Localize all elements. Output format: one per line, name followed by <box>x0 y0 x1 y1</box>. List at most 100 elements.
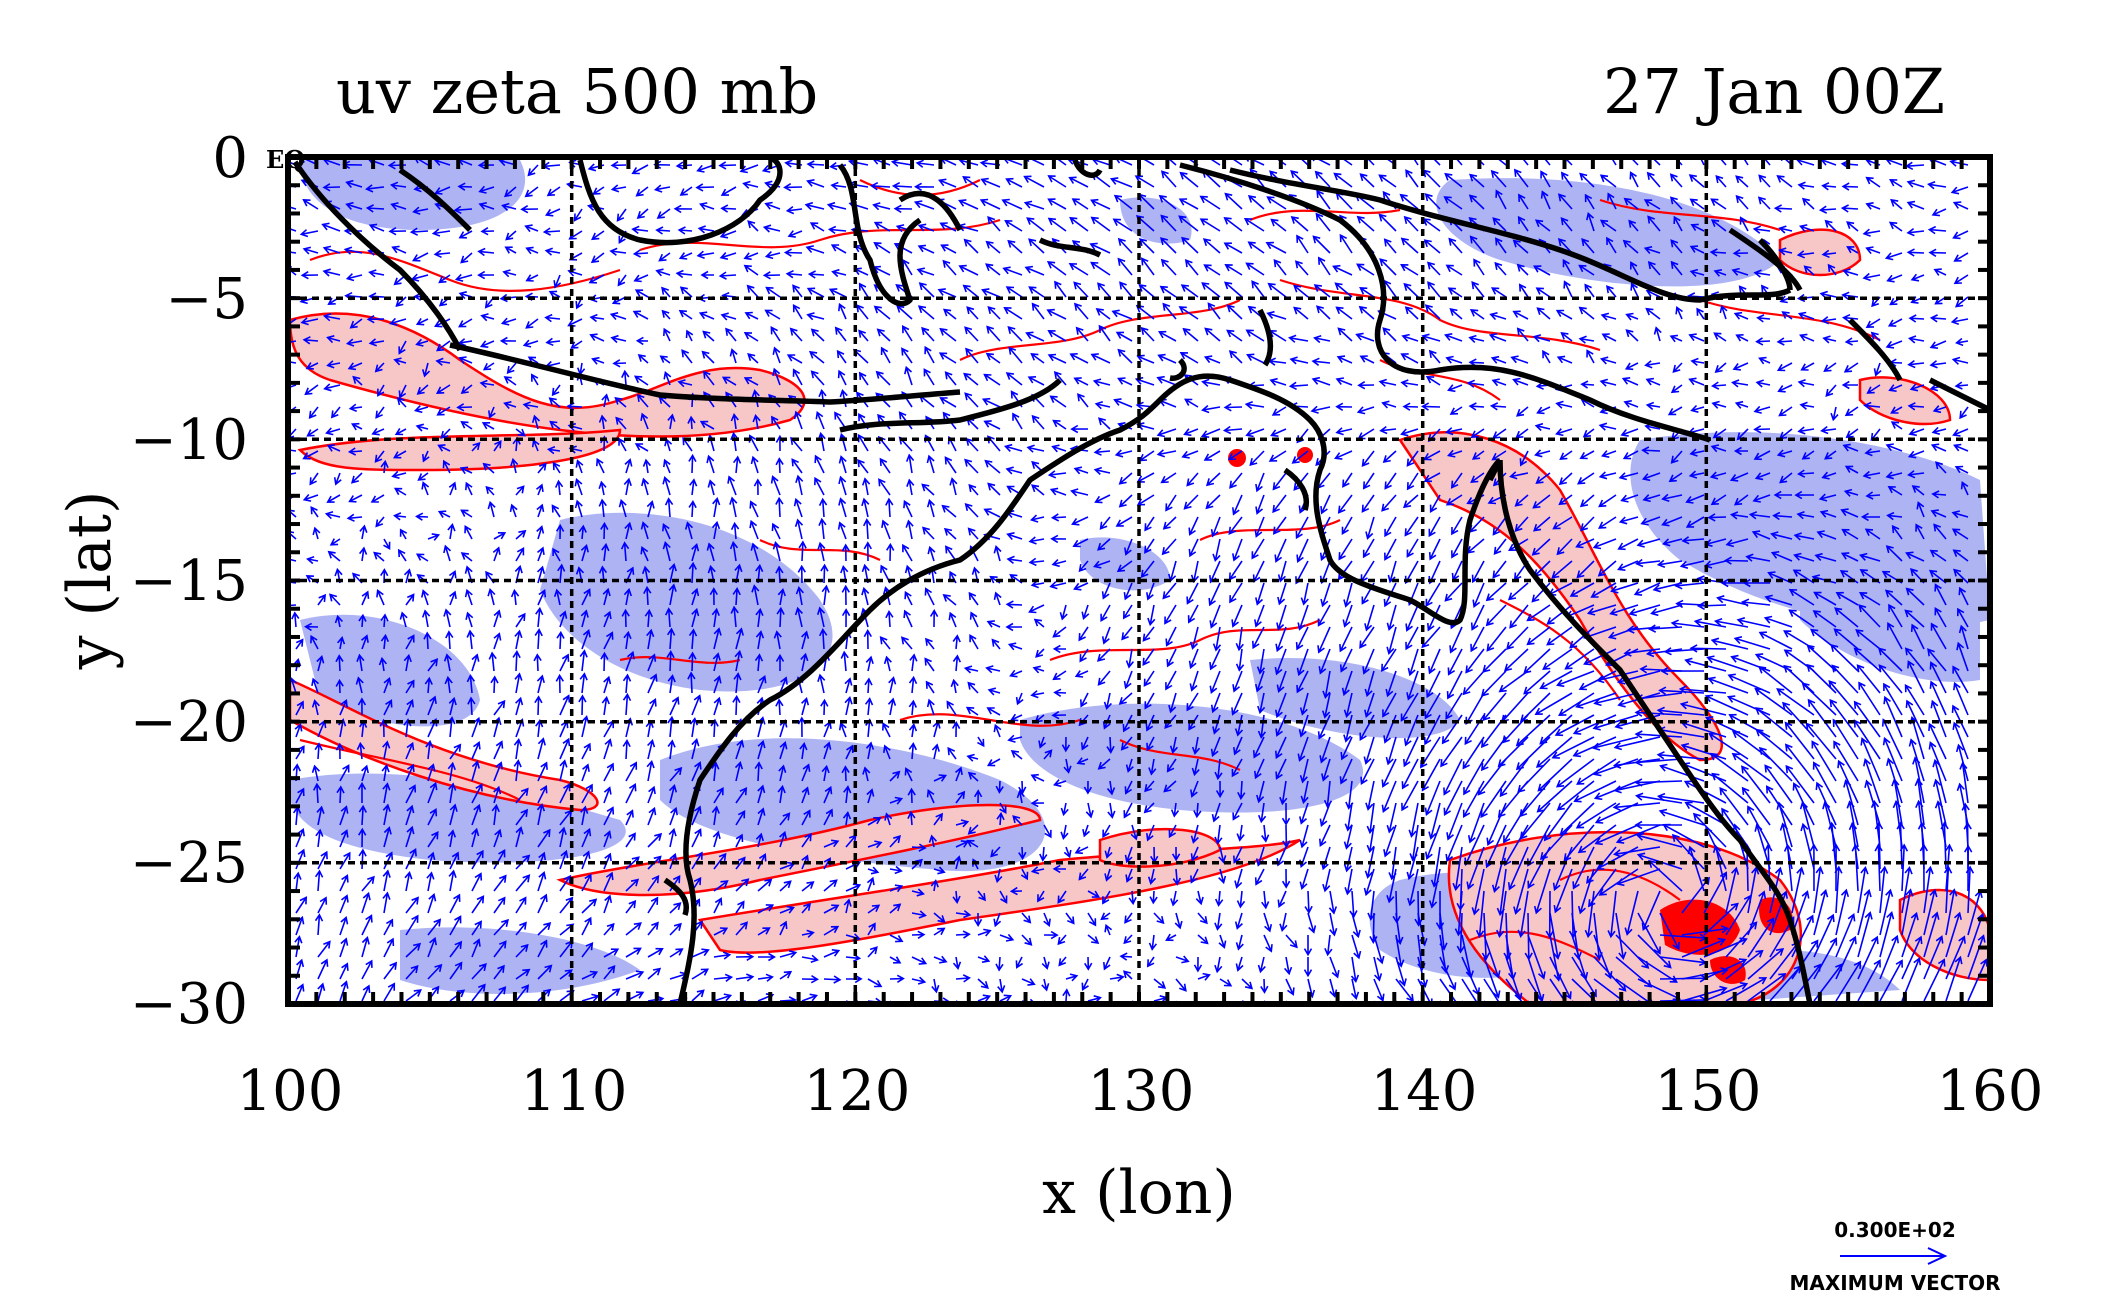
wind-vector <box>1065 973 1079 982</box>
wind-vector <box>1509 604 1529 629</box>
wind-vector <box>977 978 989 989</box>
wind-vector <box>821 764 830 782</box>
wind-vector <box>906 478 915 496</box>
wind-vector <box>1452 846 1463 892</box>
wind-vector <box>1592 538 1617 550</box>
wind-vector <box>1310 405 1331 414</box>
wind-vector <box>948 611 957 628</box>
wind-vector <box>405 965 419 980</box>
wind-vector <box>1162 582 1177 600</box>
wind-vector <box>1485 582 1507 602</box>
wind-vector <box>352 375 363 386</box>
wind-vector <box>422 450 430 463</box>
wind-vector <box>1335 306 1353 320</box>
wind-vector <box>770 475 781 496</box>
wind-vector <box>1853 700 1881 738</box>
wind-vector <box>581 629 591 650</box>
wind-vector <box>719 230 737 239</box>
wind-vector <box>1158 330 1177 342</box>
wind-vector <box>466 629 475 650</box>
wind-vector <box>964 458 979 474</box>
wind-vector <box>1183 494 1199 510</box>
wind-vector <box>1703 958 1748 980</box>
wind-vector <box>603 786 612 804</box>
wind-vector <box>777 587 786 606</box>
wind-vector <box>1201 282 1221 298</box>
wind-vector <box>1801 197 1815 210</box>
wind-vector <box>691 851 703 870</box>
wind-vector <box>928 834 937 848</box>
wind-vector <box>713 927 729 936</box>
wind-vector <box>1928 248 1947 257</box>
wind-vector <box>691 542 700 562</box>
wind-vector <box>515 874 531 892</box>
wind-vector <box>772 367 781 386</box>
wind-vector <box>1731 752 1771 782</box>
wind-vector <box>1656 706 1705 716</box>
wind-vector <box>1620 428 1639 437</box>
wind-vector <box>1249 450 1265 467</box>
wind-vector <box>1480 736 1507 772</box>
wind-vector <box>1429 494 1441 513</box>
wind-vector <box>888 676 897 694</box>
wind-vector <box>382 869 391 892</box>
wind-vector <box>1533 868 1551 915</box>
wind-vector <box>1159 285 1177 298</box>
wind-vector <box>1758 631 1793 650</box>
wind-vector <box>1681 937 1727 958</box>
wind-vector <box>603 806 615 826</box>
wind-vector <box>905 453 915 474</box>
wind-vector <box>1727 673 1771 694</box>
wind-vector <box>454 273 473 282</box>
wind-vector <box>1381 494 1397 512</box>
wind-vector <box>1449 406 1463 415</box>
wind-vector <box>493 896 506 914</box>
wind-vector <box>876 328 891 342</box>
wind-vector <box>1312 235 1331 254</box>
wind-vector <box>718 271 737 280</box>
wind-vector <box>535 719 544 738</box>
wind-vector <box>322 313 341 322</box>
wind-vector <box>647 698 657 716</box>
wind-vector <box>1199 218 1221 232</box>
wind-vector <box>1210 516 1221 538</box>
wind-vector <box>1175 955 1190 964</box>
wind-vector <box>1803 265 1815 276</box>
wind-vector <box>1953 568 1969 584</box>
wind-vector <box>1337 327 1353 342</box>
wind-vector <box>1748 511 1771 520</box>
wind-vector <box>823 879 838 892</box>
wind-vector <box>350 422 363 431</box>
wind-vector <box>1351 912 1361 939</box>
wind-vector <box>1384 516 1397 538</box>
wind-vector <box>1906 248 1925 257</box>
wind-vector <box>885 497 894 518</box>
wind-vector <box>1927 180 1947 190</box>
wind-vector <box>1010 750 1023 760</box>
wind-vector <box>1112 218 1133 232</box>
wind-vector <box>1679 560 1705 569</box>
y-axis-label: y (lat) <box>55 491 125 671</box>
wind-vector <box>618 437 627 452</box>
wind-vector <box>549 420 561 430</box>
wind-vector <box>1387 560 1397 584</box>
wind-vector <box>1689 245 1705 254</box>
wind-vector <box>931 743 940 760</box>
wind-vector <box>1212 538 1221 563</box>
wind-vector <box>537 761 548 782</box>
wind-vector <box>889 956 902 964</box>
wind-vector <box>1754 472 1771 481</box>
wind-vector <box>448 696 457 716</box>
wind-vector <box>537 964 553 980</box>
wind-vector <box>375 516 385 528</box>
wind-vector <box>907 810 916 826</box>
wind-vector <box>514 629 523 650</box>
wind-vector <box>522 401 539 410</box>
wind-vector <box>1954 296 1969 308</box>
wind-vector <box>536 674 545 694</box>
wind-vector <box>1344 868 1353 896</box>
wind-vector <box>1212 714 1221 735</box>
wind-vector <box>687 671 696 694</box>
wind-vector <box>1797 379 1815 388</box>
wind-vector <box>801 763 811 782</box>
